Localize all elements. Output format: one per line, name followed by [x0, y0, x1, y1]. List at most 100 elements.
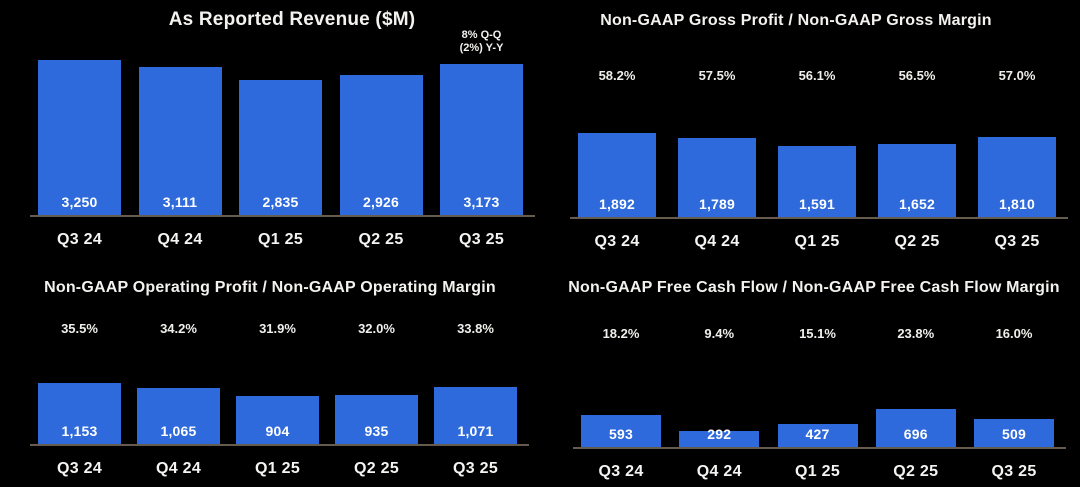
bar-slot: 1,789 — [678, 133, 756, 217]
bar-value-label: 509 — [1002, 426, 1026, 442]
bar — [239, 79, 322, 215]
category-label: Q2 25 — [358, 231, 404, 248]
x-axis-line — [570, 217, 1068, 219]
bar-value-label: 1,071 — [457, 423, 494, 439]
bar-slot: 696 — [875, 409, 956, 447]
bar-slot: 935 — [335, 383, 418, 444]
bar — [581, 414, 661, 447]
bar — [440, 63, 523, 215]
margin-label: 56.1% — [798, 68, 836, 83]
bar-area: 3,250 3,111 2,835 2,926 3,173 — [38, 60, 523, 215]
category-label: Q1 25 — [794, 233, 840, 250]
bar — [678, 137, 756, 217]
margin-row: 35.5% 34.2% 31.9% 32.0% 33.8% — [38, 321, 517, 337]
bar-slot: 427 — [777, 409, 858, 447]
bar-slot: 509 — [974, 409, 1054, 447]
category-row: Q3 24 Q4 24 Q1 25 Q2 25 Q3 25 — [38, 231, 523, 249]
margin-label: 34.2% — [160, 321, 197, 336]
bar-slot: 292 — [679, 409, 760, 447]
bar-value-label: 696 — [903, 426, 928, 442]
bar-value-label: 1,789 — [698, 196, 736, 212]
bar-slot: 2,926 — [339, 60, 423, 215]
category-row: Q3 24 Q4 24 Q1 25 Q2 25 Q3 25 — [581, 463, 1054, 481]
margin-row: 58.2% 57.5% 56.1% 56.5% 57.0% — [578, 68, 1056, 84]
category-label: Q3 24 — [598, 463, 644, 480]
margin-label: 57.5% — [698, 68, 736, 83]
bar-value-label: 3,111 — [162, 194, 198, 210]
bar-value-label: 292 — [707, 426, 732, 442]
bar-value-label: 1,892 — [598, 196, 636, 212]
bar-slot: 593 — [581, 409, 661, 447]
category-label: Q4 24 — [157, 231, 203, 248]
chart-title: As Reported Revenue ($M) — [168, 9, 416, 30]
growth-annotation-qq: 8% Q-Q — [461, 29, 502, 41]
growth-annotation: 8% Q-Q (2%) Y-Y — [440, 29, 523, 55]
margin-label: 58.2% — [598, 68, 636, 83]
category-label: Q1 25 — [794, 463, 841, 480]
bar-value-label: 1,591 — [798, 196, 836, 212]
category-label: Q3 25 — [458, 231, 505, 248]
bar-area: 1,153 1,065 904 935 1,071 — [38, 383, 517, 444]
margin-label: 15.1% — [799, 326, 836, 341]
bar — [339, 75, 423, 215]
bar-value-label: 2,835 — [262, 194, 299, 210]
bar-value-label: 3,173 — [463, 194, 500, 210]
margin-label: 33.8% — [457, 321, 494, 336]
chart-title: Non-GAAP Gross Profit / Non-GAAP Gross M… — [600, 12, 992, 29]
bar-slot: 904 — [236, 383, 319, 444]
bar — [679, 431, 760, 447]
bar — [777, 423, 858, 447]
bar-area: 593 292 427 696 509 — [581, 409, 1054, 447]
x-axis-line — [573, 447, 1066, 449]
bar-value-label: 1,810 — [998, 196, 1036, 212]
margin-label: 18.2% — [602, 326, 640, 341]
bar-slot: 1,591 — [778, 133, 856, 217]
margin-label: 35.5% — [61, 321, 98, 336]
bar-slot: 1,071 — [434, 383, 517, 444]
category-label: Q4 24 — [696, 463, 742, 480]
bar-value-label: 427 — [805, 426, 830, 442]
operating-profit-chart: Non-GAAP Operating Profit / Non-GAAP Ope… — [0, 250, 540, 487]
bar — [978, 136, 1056, 217]
bar-value-label: 593 — [609, 426, 633, 442]
bar — [137, 387, 220, 444]
chart-title: Non-GAAP Operating Profit / Non-GAAP Ope… — [44, 279, 496, 296]
bar — [778, 146, 856, 217]
bar-slot: 3,250 — [38, 60, 121, 215]
bar-slot: 3,173 — [440, 60, 523, 215]
bar-slot: 2,835 — [239, 60, 322, 215]
bar-value-label: 1,153 — [61, 423, 98, 439]
margin-label: 57.0% — [998, 68, 1036, 83]
bar-slot: 1,153 — [38, 383, 121, 444]
growth-annotation-yy: (2%) Y-Y — [459, 42, 504, 54]
chart-title: Non-GAAP Free Cash Flow / Non-GAAP Free … — [568, 279, 1060, 296]
category-label: Q4 24 — [155, 460, 202, 477]
bar-area: 1,892 1,789 1,591 1,652 1,810 — [578, 133, 1056, 217]
category-label: Q3 25 — [991, 463, 1037, 480]
category-label: Q3 25 — [994, 233, 1040, 250]
bar — [335, 394, 418, 444]
category-label: Q3 24 — [594, 233, 640, 250]
gross-profit-chart: Non-GAAP Gross Profit / Non-GAAP Gross M… — [540, 0, 1080, 250]
margin-label: 32.0% — [358, 321, 395, 336]
bar — [578, 133, 656, 217]
margin-label: 56.5% — [898, 68, 936, 83]
category-label: Q4 24 — [694, 233, 740, 250]
category-label: Q2 25 — [894, 233, 940, 250]
bar-slot: 3,111 — [138, 60, 222, 215]
bar — [38, 60, 121, 215]
category-label: Q2 25 — [893, 463, 939, 480]
revenue-chart: As Reported Revenue ($M) 8% Q-Q (2%) Y-Y… — [0, 0, 540, 250]
bar-slot: 1,652 — [878, 133, 956, 217]
margin-label: 16.0% — [995, 326, 1033, 341]
bar-value-label: 3,250 — [61, 194, 98, 210]
bar-value-label: 904 — [265, 423, 290, 439]
bar — [38, 383, 121, 444]
bar-value-label: 2,926 — [362, 194, 400, 210]
bar — [236, 396, 319, 444]
bar — [138, 66, 222, 215]
category-label: Q1 25 — [257, 231, 304, 248]
bar — [974, 419, 1054, 447]
category-label: Q1 25 — [254, 460, 301, 477]
